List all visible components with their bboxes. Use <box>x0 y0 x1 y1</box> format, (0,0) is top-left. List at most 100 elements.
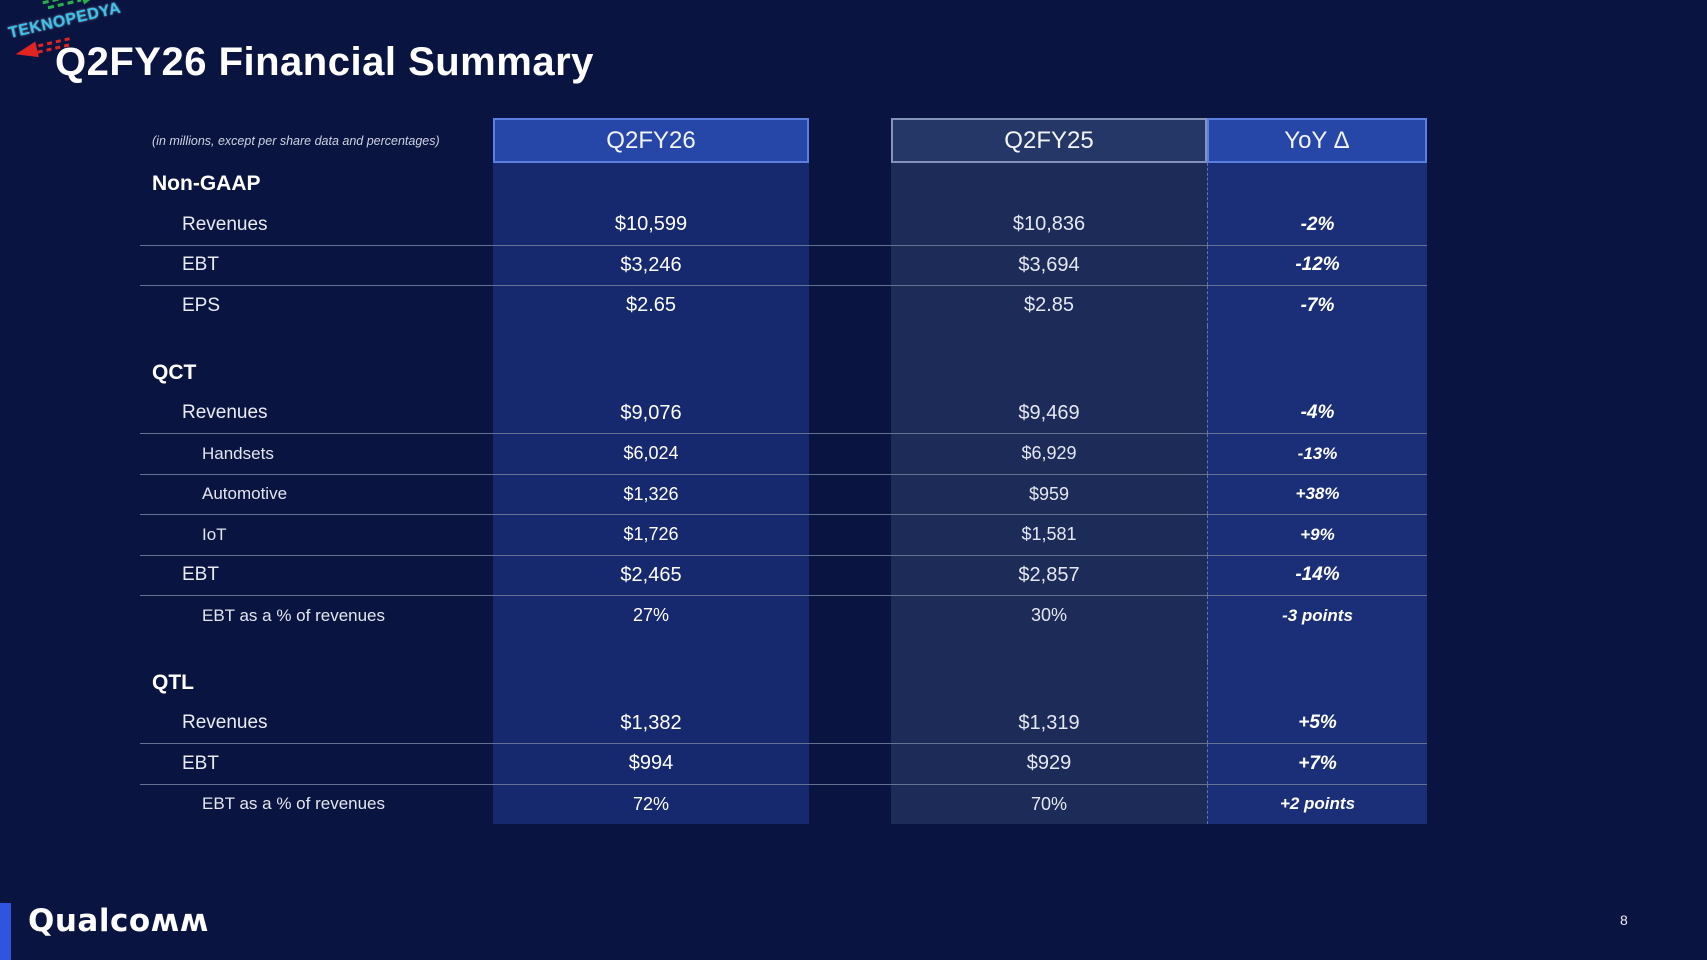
table-header-row: (in millions, except per share data and … <box>140 118 1427 163</box>
section-header: QTL <box>140 662 493 704</box>
column-gap <box>809 704 891 744</box>
row-label: EBT as a % of revenues <box>202 794 386 814</box>
row-label: EBT <box>182 254 219 276</box>
watermark-down-arrow-icon <box>15 36 72 58</box>
q2fy26-value: $3,246 <box>620 253 682 276</box>
row-label-cell: Revenues <box>140 704 493 744</box>
q2fy26-value: $6,024 <box>623 443 679 464</box>
yoy-value-cell: +5% <box>1207 703 1427 743</box>
q2fy26-band-cell <box>493 325 809 352</box>
row-label-cell: Revenues <box>140 394 493 434</box>
spacer-label-cell <box>140 326 493 352</box>
q2fy25-value-cell: $6,929 <box>891 434 1207 474</box>
q2fy25-band-cell <box>891 351 1207 394</box>
yoy-value-cell: -2% <box>1207 205 1427 245</box>
footer-accent-bar <box>0 903 11 960</box>
yoy-band-cell <box>1207 325 1427 352</box>
q2fy25-value: 30% <box>1030 605 1068 626</box>
column-gap <box>809 286 891 326</box>
q2fy26-value-cell: $3,246 <box>493 245 809 285</box>
q2fy26-value-cell: $1,326 <box>493 474 809 514</box>
table-row: Revenues $9,076 $9,469 -4% <box>140 393 1427 434</box>
table-row: Handsets $6,024 $6,929 -13% <box>140 433 1427 474</box>
column-gap <box>809 662 891 704</box>
q2fy26-value: $994 <box>628 752 674 775</box>
yoy-value: -7% <box>1300 294 1335 316</box>
yoy-value: -13% <box>1297 443 1338 463</box>
spacer-row <box>140 325 1427 352</box>
yoy-value-cell: -4% <box>1207 393 1427 433</box>
q2fy25-value: $2.85 <box>1023 294 1075 317</box>
row-label: IoT <box>202 524 227 544</box>
yoy-value: +2 points <box>1279 794 1356 814</box>
q2fy25-value: 70% <box>1030 793 1068 814</box>
q2fy25-value-cell: $10,836 <box>891 205 1207 245</box>
q2fy25-value: $10,836 <box>1012 213 1086 236</box>
yoy-value: +9% <box>1300 524 1335 544</box>
q2fy25-band-cell <box>891 635 1207 662</box>
q2fy26-value-cell: $2,465 <box>493 555 809 595</box>
yoy-value: -2% <box>1300 213 1335 235</box>
q2fy25-value-cell: 30% <box>891 596 1207 636</box>
row-label-cell: Revenues <box>140 205 493 245</box>
q2fy25-value: $929 <box>1026 752 1072 775</box>
yoy-band-cell <box>1207 661 1427 704</box>
q2fy25-band-cell <box>891 325 1207 352</box>
spacer-row <box>140 635 1427 662</box>
yoy-value-cell: +7% <box>1207 744 1427 784</box>
yoy-value-cell: +9% <box>1207 515 1427 555</box>
q2fy26-band-cell <box>493 163 809 205</box>
column-gap <box>809 596 891 636</box>
column-gap <box>809 475 891 515</box>
row-label: Automotive <box>202 484 288 504</box>
watermark-up-arrow-icon <box>42 0 104 10</box>
q2fy25-band-cell <box>891 163 1207 205</box>
section-name: Non-GAAP <box>152 172 261 195</box>
row-label-cell: EBT as a % of revenues <box>140 785 493 825</box>
q2fy25-value-cell: 70% <box>891 784 1207 824</box>
q2fy25-value: $959 <box>1028 483 1070 504</box>
section-row: QCT <box>140 351 1427 394</box>
section-header: Non-GAAP <box>140 163 493 205</box>
yoy-value: -14% <box>1295 564 1340 586</box>
yoy-value: -12% <box>1295 254 1340 276</box>
q2fy25-value-cell: $1,319 <box>891 703 1207 743</box>
row-label: Revenues <box>182 712 268 734</box>
yoy-value: -4% <box>1300 402 1335 424</box>
yoy-value: +5% <box>1298 712 1337 734</box>
q2fy26-value: $2,465 <box>620 563 682 586</box>
table-row: EBT as a % of revenues 27% 30% -3 points <box>140 595 1427 636</box>
yoy-band-cell <box>1207 635 1427 662</box>
q2fy25-value: $3,694 <box>1018 253 1080 276</box>
q2fy26-value: $10,599 <box>614 213 688 236</box>
row-label: EBT <box>182 564 219 586</box>
q2fy25-value-cell: $2.85 <box>891 286 1207 326</box>
q2fy26-band-cell <box>493 351 809 394</box>
yoy-value-cell: -13% <box>1207 434 1427 474</box>
table-row: Revenues $1,382 $1,319 +5% <box>140 703 1427 744</box>
spacer-label-cell <box>140 636 493 662</box>
q2fy25-value-cell: $2,857 <box>891 555 1207 595</box>
q2fy26-value-cell: 27% <box>493 596 809 636</box>
table-row: IoT $1,726 $1,581 +9% <box>140 514 1427 555</box>
q2fy25-value-cell: $9,469 <box>891 393 1207 433</box>
column-gap <box>809 515 891 555</box>
yoy-value-cell: -12% <box>1207 245 1427 285</box>
q2fy25-value: $6,929 <box>1021 443 1077 464</box>
q2fy26-value-cell: $994 <box>493 744 809 784</box>
column-gap <box>809 785 891 825</box>
q2fy25-value: $1,319 <box>1018 711 1080 734</box>
table-row: EBT $994 $929 +7% <box>140 743 1427 784</box>
row-label-cell: Handsets <box>140 434 493 474</box>
q2fy25-value-cell: $1,581 <box>891 515 1207 555</box>
q2fy26-value-cell: $2.65 <box>493 286 809 326</box>
q2fy25-value-cell: $959 <box>891 474 1207 514</box>
column-gap <box>809 205 891 245</box>
financial-summary-table: (in millions, except per share data and … <box>140 118 1427 824</box>
yoy-band-cell <box>1207 163 1427 205</box>
column-gap <box>809 326 891 352</box>
yoy-value-cell: -3 points <box>1207 596 1427 636</box>
table-row: EPS $2.65 $2.85 -7% <box>140 285 1427 326</box>
q2fy26-value: 27% <box>632 605 670 626</box>
page-number: 8 <box>1620 912 1628 928</box>
